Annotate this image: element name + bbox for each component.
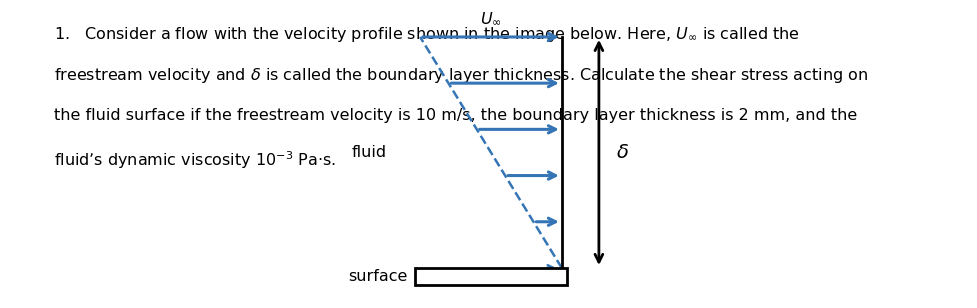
Text: freestream velocity and $\delta$ is called the boundary layer thickness. Calcula: freestream velocity and $\delta$ is call… bbox=[54, 66, 868, 85]
Text: $U_{\infty}$: $U_{\infty}$ bbox=[480, 10, 502, 26]
Text: fluid: fluid bbox=[352, 145, 387, 160]
Text: 1.   Consider a flow with the velocity profile shown in the image below. Here, $: 1. Consider a flow with the velocity pro… bbox=[54, 25, 799, 44]
Bar bbox=[415, 268, 567, 285]
Text: the fluid surface if the freestream velocity is 10 m/s, the boundary layer thick: the fluid surface if the freestream velo… bbox=[54, 108, 857, 123]
Text: surface: surface bbox=[348, 269, 407, 284]
Text: fluid’s dynamic viscosity 10$^{-3}$ Pa·s.: fluid’s dynamic viscosity 10$^{-3}$ Pa·s… bbox=[54, 149, 336, 171]
Text: $\delta$: $\delta$ bbox=[616, 143, 629, 162]
